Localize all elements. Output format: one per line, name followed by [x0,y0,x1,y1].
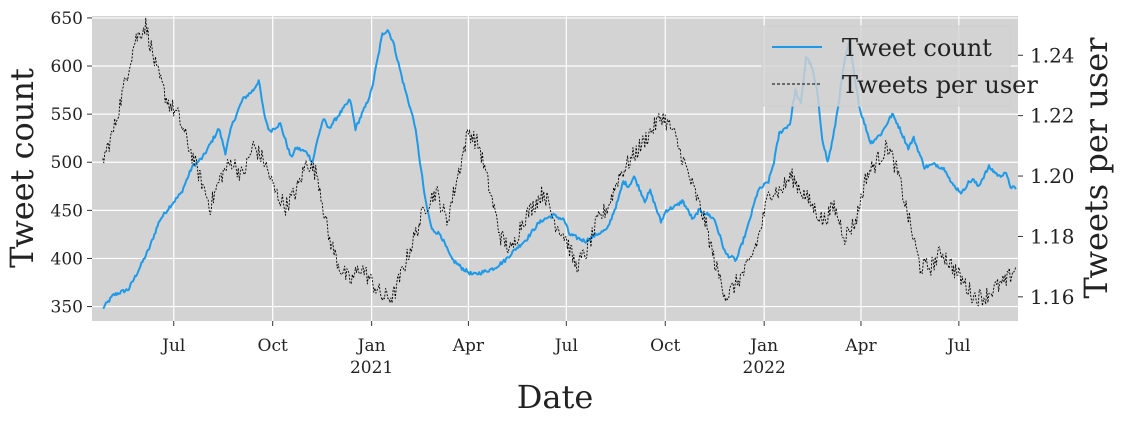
x-tick-label: Oct [650,336,680,356]
series-layer [102,17,1017,309]
x-tick-label: Jan [356,336,386,356]
legend-label-tweets-per-user: Tweets per user [842,71,1038,99]
legend-box [761,25,1011,107]
x-tick-label: Apr [452,336,485,356]
x-tick-label: Oct [258,336,288,356]
series-line-tweets-per-user [102,17,1017,307]
y-left-tick-label: 500 [51,153,83,173]
y-left-tick-label: 350 [51,298,83,318]
x-tick-label: Jul [160,336,185,356]
x-tick-label: Apr [844,336,877,356]
y-right-tick-label: 1.22 [1030,104,1075,128]
y-left-tick-label: 450 [51,201,83,221]
y-left-tick-label: 400 [51,249,83,269]
x-tick-label: Jul [553,336,578,356]
y-left-tick-label: 600 [51,57,83,77]
y-left-tick-label: 550 [51,105,83,125]
right-axis: 1.16 1.18 1.20 1.22 1.24 [1018,43,1075,309]
y-right-tick-label: 1.16 [1030,285,1075,309]
x-tick-year-label: 2021 [350,358,393,378]
series-line-tweet-count [102,29,1017,309]
legend-label-tweet-count: Tweet count [842,34,992,62]
y-right-tick-label: 1.18 [1030,224,1075,248]
y-axis-left-label: Tweet count [3,68,41,268]
legend: Tweet count Tweets per user [761,25,1038,107]
x-tick-label: Jul [945,336,970,356]
y-axis-right-label: Tweets per user [1077,37,1115,299]
y-right-tick-label: 1.24 [1030,43,1075,67]
y-right-tick-label: 1.20 [1030,164,1075,188]
x-tick-year-label: 2022 [743,358,786,378]
y-left-tick-label: 650 [51,9,83,29]
left-axis: 350 400 450 500 550 600 650 [51,9,92,318]
x-tick-label: Jan [748,336,778,356]
grid [92,16,1018,321]
x-axis-label: Date [517,378,594,416]
